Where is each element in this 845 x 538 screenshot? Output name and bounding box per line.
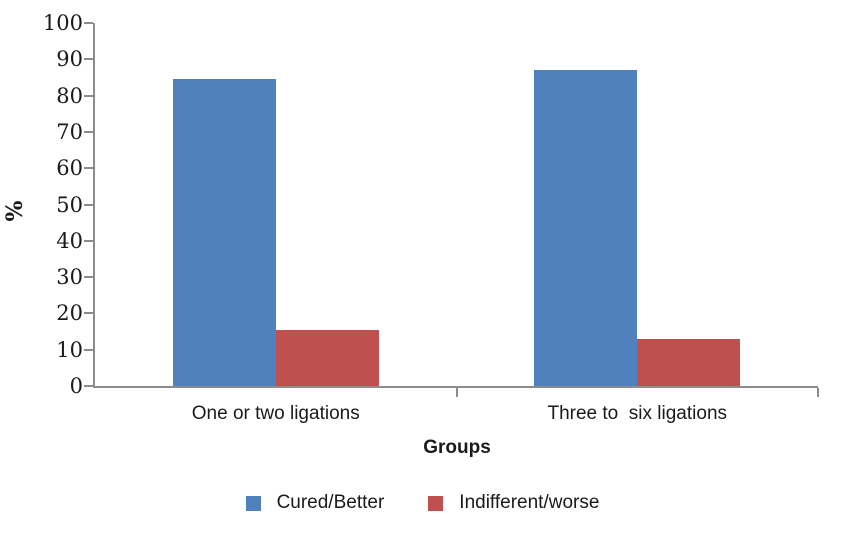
x-axis-tick	[817, 388, 819, 397]
y-axis-tick	[84, 239, 93, 242]
legend-label: Indifferent/worse	[459, 492, 600, 513]
legend-item-cured-better: Cured/Better	[245, 492, 385, 514]
legend-swatch-icon	[245, 495, 261, 511]
bar-indifferent-worse-one-or-two-ligations	[275, 329, 379, 386]
y-axis-tick-label: 50	[56, 192, 83, 217]
category-label: Three to six ligations	[547, 403, 728, 424]
y-axis-tick	[84, 22, 93, 24]
y-axis-tick	[84, 203, 93, 206]
y-axis-tick-label: 60	[56, 156, 83, 181]
legend: Cured/Better Indifferent/worse	[0, 492, 845, 514]
y-axis-line	[93, 23, 95, 388]
y-axis-tick-label: 80	[56, 83, 83, 108]
legend-swatch-icon	[428, 495, 444, 511]
category-label: One or two ligations	[191, 403, 360, 424]
y-axis-tick	[84, 58, 93, 61]
y-axis-tick-label: 100	[42, 11, 83, 35]
y-axis-tick-label: 90	[56, 47, 83, 72]
y-axis-tick	[84, 276, 93, 279]
bar-cured-better-one-or-two-ligations	[172, 79, 276, 386]
y-axis-tick-label: 30	[56, 265, 83, 290]
bar-indifferent-worse-three-to-six-ligations	[637, 338, 741, 386]
y-axis-tick	[84, 130, 93, 133]
legend-label: Cured/Better	[276, 492, 385, 513]
y-axis-tick-label: 70	[56, 119, 83, 144]
x-axis-tick	[455, 388, 458, 397]
y-axis-tick-label: 20	[56, 301, 83, 326]
y-axis-tick-label: 40	[56, 228, 83, 253]
legend-item-indifferent-worse: Indifferent/worse	[428, 492, 599, 514]
y-axis-tick	[84, 385, 93, 387]
y-axis-tick	[84, 348, 93, 351]
bar-cured-better-three-to-six-ligations	[534, 70, 638, 386]
x-axis-title: Groups	[423, 437, 491, 458]
y-axis-tick	[84, 94, 93, 97]
y-axis-tick	[84, 167, 93, 170]
x-axis-line	[93, 386, 818, 388]
y-axis-tick-label: 0	[69, 374, 83, 398]
y-axis-tick-label: 10	[56, 337, 83, 362]
y-axis-tick	[84, 312, 93, 315]
